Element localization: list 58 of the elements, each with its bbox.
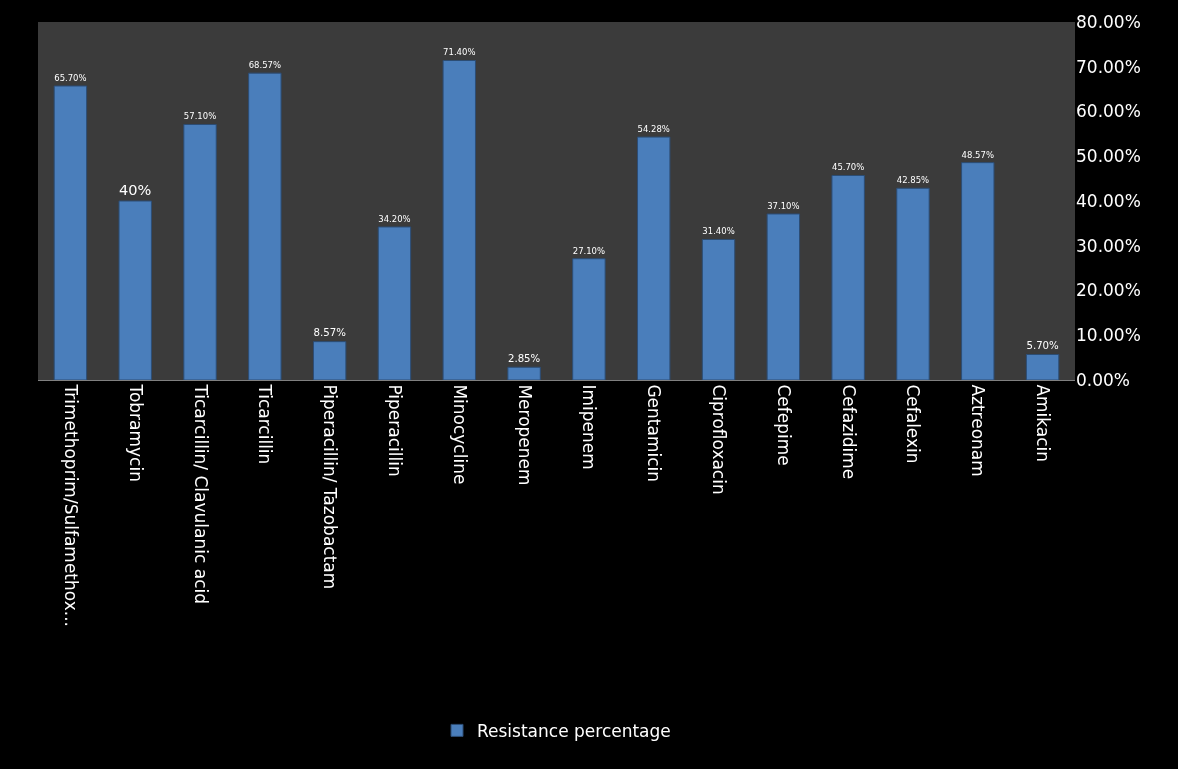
bar <box>831 174 865 380</box>
x-tick-label: Ciprofloxacin <box>709 384 730 495</box>
x-tick-label: Ticarcillin/ Clavulanic acid <box>190 383 211 605</box>
data-label: 68.57% <box>248 60 282 71</box>
y-tick-label: 10.00% <box>1076 325 1141 346</box>
x-tick-label: Minocycline <box>449 384 470 485</box>
x-tick-label: Trimethoprim/Sulfamethox... <box>60 383 81 627</box>
bar <box>961 162 995 380</box>
x-tick-label: Meropenem <box>514 384 535 486</box>
data-label: 37.10% <box>767 200 800 211</box>
data-label: 57.10% <box>183 111 217 122</box>
data-label: 34.20% <box>378 213 411 224</box>
data-label: 42.85% <box>896 175 930 186</box>
y-tick-label: 40.00% <box>1076 190 1141 211</box>
bar <box>248 72 282 380</box>
x-tick-label: Piperacillin <box>384 384 405 477</box>
bar <box>183 123 217 380</box>
bar <box>53 85 88 380</box>
x-tick-label: Amikacin <box>1033 384 1054 463</box>
x-tick-label: Piperacillin/ Tazobactam <box>320 384 341 590</box>
bar <box>312 341 347 380</box>
x-tick-label: Cefepime <box>773 384 794 466</box>
data-label: 71.40% <box>443 47 476 58</box>
bar <box>701 238 736 380</box>
x-tick-label: Aztreonam <box>968 384 989 477</box>
bar <box>637 136 671 380</box>
data-label: 65.70% <box>54 72 87 83</box>
bar <box>377 226 412 380</box>
x-tick-label: Tobramycin <box>125 383 146 482</box>
x-tick-label: Cefazidime <box>838 384 859 480</box>
x-tick-label: Imipenem <box>579 384 600 470</box>
data-label: 8.57% <box>313 327 347 339</box>
data-label: 45.70% <box>831 162 865 173</box>
data-label: 48.57% <box>961 149 994 160</box>
data-label: 40% <box>119 180 152 198</box>
data-label: 31.40% <box>702 226 735 237</box>
bar <box>507 366 541 380</box>
y-tick-label: 30.00% <box>1076 235 1141 256</box>
bar <box>442 59 476 380</box>
bar <box>766 213 801 380</box>
y-tick-label: 50.00% <box>1076 146 1141 167</box>
bar <box>896 187 930 380</box>
y-tick-label: 80.00% <box>1076 11 1141 32</box>
y-tick-label: 70.00% <box>1076 56 1141 77</box>
data-label: 54.28% <box>637 124 670 135</box>
y-tick-label: 0.00% <box>1076 369 1131 390</box>
y-tick-label: 60.00% <box>1076 101 1141 122</box>
legend-label: Resistance percentage <box>477 721 671 742</box>
data-label: 2.85% <box>507 352 541 364</box>
x-tick-label: Ticarcillin <box>255 383 276 465</box>
data-label: 27.10% <box>572 245 606 256</box>
x-tick-label: Cefalexin <box>903 384 924 464</box>
bar <box>1025 353 1060 380</box>
bar <box>572 258 606 380</box>
y-tick-label: 20.00% <box>1076 280 1141 301</box>
x-tick-label: Gentamicin <box>644 384 665 483</box>
data-label: 5.70% <box>1026 340 1060 352</box>
bar <box>118 200 152 380</box>
